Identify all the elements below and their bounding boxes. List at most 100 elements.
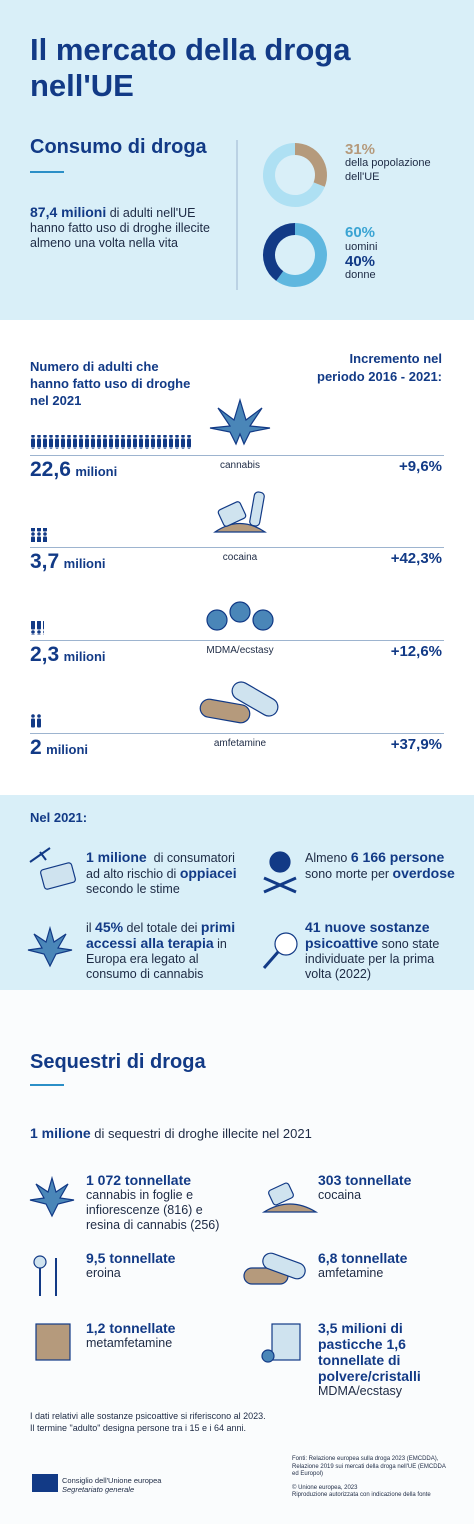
capsule-icon xyxy=(199,698,251,724)
heroin-icon xyxy=(39,1258,57,1296)
seizure-amount: 9,5 tonnellate xyxy=(86,1250,176,1266)
highlight: 87,4 milioni xyxy=(30,204,107,220)
highlight: 1 milione xyxy=(86,849,147,865)
highlight: overdose xyxy=(392,865,455,881)
change: +37,9% xyxy=(390,736,442,753)
seizure-amount: 1 072 tonnellate xyxy=(86,1172,192,1188)
women-label: 40% xyxy=(345,253,376,270)
men-text: uomini xyxy=(345,241,378,253)
seizure-detail: amfetamine xyxy=(318,1266,384,1280)
skull-icon xyxy=(269,851,291,873)
section-title: Consumo di droga xyxy=(30,136,207,158)
people-icon xyxy=(30,714,42,728)
fact: il 45% del totale dei primi accessi alla… xyxy=(86,920,246,982)
text: del totale dei xyxy=(123,921,201,935)
cannabis-icon xyxy=(209,397,271,446)
donut-segment xyxy=(294,143,327,187)
magnifier-icon xyxy=(274,932,298,956)
highlight: 6 166 persone xyxy=(350,849,445,865)
fact: 1 milione di consumatori ad alto rischio… xyxy=(86,850,246,897)
org: Consiglio dell'Unione europea Segretaria… xyxy=(62,1476,161,1494)
footnote: I dati relativi alle sostanze psicoattiv… xyxy=(30,1411,266,1421)
change-header: Incremento nel periodo 2016 - 2021: xyxy=(317,351,442,384)
cocaine-icon xyxy=(268,1182,294,1206)
pill-icon xyxy=(261,1349,275,1363)
eu-flag xyxy=(32,1474,58,1492)
pill-icon xyxy=(229,601,251,623)
users-amount: 2,3 milioni xyxy=(30,643,106,667)
men-label: 60% xyxy=(345,224,376,241)
text: in Europa era legato al consumo di canna… xyxy=(86,937,231,981)
unit: milioni xyxy=(75,464,118,479)
text: di adulti nell'UE hanno fatto uso di dro… xyxy=(30,206,210,250)
seizure: 303 tonnellate cocaina xyxy=(318,1172,458,1203)
cannabis-icon xyxy=(29,1175,75,1218)
seizure-amount: 1,2 tonnellate xyxy=(86,1320,176,1336)
skull-icon xyxy=(263,876,297,894)
amount: 2 xyxy=(30,736,42,759)
unit: milioni xyxy=(63,556,106,571)
copyright: © Unione europea, 2023 xyxy=(292,1484,358,1491)
change: +9,6% xyxy=(399,458,442,475)
section-title: Nel 2021: xyxy=(30,810,88,825)
text: secondo le stime xyxy=(86,867,241,896)
pill-icon xyxy=(252,609,274,631)
text: sono state individuate per la prima volt… xyxy=(305,937,443,981)
pill-icon xyxy=(206,609,228,631)
drug-icons xyxy=(27,397,319,1363)
users-amount: 3,7 milioni xyxy=(30,550,106,574)
population-text: della popolazione dell'UE xyxy=(345,157,431,183)
footnotes: I dati relativi alle sostanze psicoattiv… xyxy=(30,1410,266,1434)
unit: milioni xyxy=(46,742,89,757)
change: +12,6% xyxy=(390,643,442,660)
highlight: oppiacei xyxy=(179,865,237,881)
text: sono morte per xyxy=(305,851,448,881)
seizure-detail: metamfetamine xyxy=(86,1336,173,1350)
page-title: Il mercato della droga nell'UE xyxy=(30,32,351,103)
section-title: Sequestri di droga xyxy=(30,1051,206,1073)
change: +42,3% xyxy=(390,550,442,567)
capsule-icon xyxy=(262,1252,306,1280)
users-amount: 2 milioni xyxy=(30,736,88,760)
cannabis-icon xyxy=(27,925,73,968)
sources: Fonti: Relazione europea sulla droga 202… xyxy=(292,1456,452,1500)
seizure: 9,5 tonnellate eroina xyxy=(86,1250,236,1281)
seizure-detail: cannabis in foglie e infiorescenze (816)… xyxy=(86,1188,220,1232)
seizure-detail: eroina xyxy=(86,1266,121,1280)
donut-segment xyxy=(263,223,296,281)
row-rule xyxy=(30,455,444,456)
adults-text: 87,4 milioni di adulti nell'UE hanno fat… xyxy=(30,205,230,251)
reproduction: Riproduzione autorizzata con indicazione… xyxy=(292,1492,431,1498)
seizure-amount: 3,5 milioni di pasticche 1,6 tonnellate … xyxy=(318,1320,421,1384)
people-icon xyxy=(30,528,48,542)
drug-label: cocaina xyxy=(222,552,258,563)
row-rule xyxy=(30,547,444,548)
syringe-icon xyxy=(29,847,51,863)
unit: milioni xyxy=(63,649,106,664)
highlight: 41 nuove sostanze psicoattive xyxy=(305,919,434,951)
meth-icon xyxy=(35,1323,71,1361)
capsule-icon xyxy=(231,681,279,717)
highlight: primi accessi alla terapia xyxy=(86,919,240,951)
year-section xyxy=(0,795,474,990)
heroin-icon xyxy=(33,1255,47,1269)
seizure: 6,8 tonnellate amfetamine xyxy=(318,1250,458,1281)
drug-label: amfetamine xyxy=(213,738,267,749)
text: di sequestri di droghe illecite nel 2021 xyxy=(90,1126,312,1141)
highlight: 45% xyxy=(95,919,124,935)
fact: Almeno 6 166 persone sono morte per over… xyxy=(305,850,455,882)
mdma-icon xyxy=(271,1323,301,1361)
donut-segment xyxy=(276,223,327,287)
sources-text: Fonti: Relazione europea sulla droga 202… xyxy=(292,1456,446,1477)
seizure-amount: 303 tonnellate xyxy=(318,1172,412,1188)
people-icon xyxy=(30,621,44,635)
row-rule xyxy=(30,733,444,734)
text: Almeno xyxy=(305,851,351,865)
highlight: 1 milione xyxy=(30,1125,91,1141)
org-sub: Segretariato generale xyxy=(62,1485,135,1494)
population-label: 31% xyxy=(345,141,376,158)
seizure-detail: cocaina xyxy=(318,1188,362,1202)
cocaine-icon xyxy=(217,501,247,527)
org-name: Consiglio dell'Unione europea xyxy=(62,1476,162,1485)
